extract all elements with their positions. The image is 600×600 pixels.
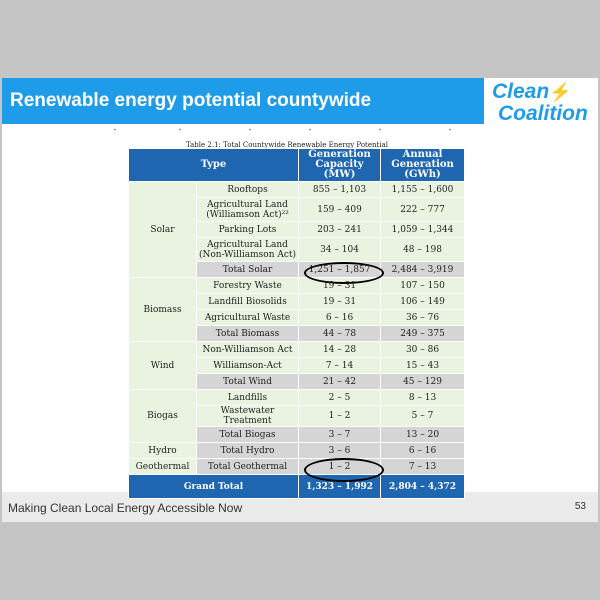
generation-cell: 8 – 13 <box>380 389 466 406</box>
footer-tagline: Making Clean Local Energy Accessible Now <box>8 501 243 515</box>
subtype-cell: Total Solar <box>195 261 300 278</box>
table-row: Agricultural Waste 6 – 16 36 – 76 <box>129 309 466 326</box>
highlight-oval-total-solar <box>304 262 384 284</box>
table-row: Wind Non-Williamson Act 14 – 28 30 – 86 <box>128 341 466 390</box>
capacity-cell: 203 – 241 <box>298 221 382 238</box>
subtype-cell: Non-Williamson Act <box>195 341 300 358</box>
subtype-cell: Agricultural Waste <box>195 309 300 326</box>
generation-cell: 48 – 198 <box>380 237 466 262</box>
generation-cell: 30 – 86 <box>380 341 466 358</box>
subtype-cell: Total Geothermal <box>195 458 300 475</box>
subtype-cell: Wastewater Treatment <box>195 405 300 427</box>
type-cell: Biogas <box>128 389 197 443</box>
table-total-row: Total Biogas 3 – 7 13 – 20 <box>129 426 466 443</box>
capacity-cell: 3 – 7 <box>298 426 382 443</box>
logo-word-clean: Clean <box>492 80 550 103</box>
subtype-cell: Agricultural Land (Williamson Act)²² <box>195 197 300 222</box>
table-row: Biomass Forestry Waste 19 – 31 107 – 150 <box>128 277 466 342</box>
header-annual-generation: Annual Generation (GWh) <box>380 148 466 182</box>
subtype-cell: Agricultural Land (Non-Williamson Act) <box>195 237 300 262</box>
slide-title: Renewable energy potential countywide <box>10 90 372 111</box>
subtype-cell: Total Hydro <box>195 442 300 459</box>
generation-cell: 107 – 150 <box>380 277 466 294</box>
table-row: Parking Lots 203 – 241 1,059 – 1,344 <box>129 221 466 238</box>
type-cell: Geothermal <box>128 458 197 475</box>
generation-cell: 7 – 13 <box>380 458 466 475</box>
generation-cell: 2,484 – 3,919 <box>380 261 466 278</box>
subtype-cell: Landfill Biosolids <box>195 293 300 310</box>
capacity-cell: 6 – 16 <box>298 309 382 326</box>
lightning-bolt-icon: ⚡ <box>549 82 572 102</box>
generation-cell: 45 – 129 <box>380 373 466 390</box>
logo-word-coalition: Coalition <box>498 102 588 125</box>
capacity-cell: 159 – 409 <box>298 197 382 222</box>
subtype-cell: Total Biogas <box>195 426 300 443</box>
footer: Making Clean Local Energy Accessible Now… <box>2 492 598 522</box>
subtype-cell: Rooftops <box>195 181 300 198</box>
subtype-cell: Williamson-Act <box>195 357 300 374</box>
page-number: 53 <box>574 501 586 512</box>
type-cell: Biomass <box>128 277 197 342</box>
generation-cell: 1,155 – 1,600 <box>380 181 466 198</box>
capacity-cell: 14 – 28 <box>298 341 382 358</box>
subtype-cell: Parking Lots <box>195 221 300 238</box>
title-bar: Renewable energy potential countywide <box>2 78 484 124</box>
type-cell: Wind <box>128 341 197 390</box>
type-cell: Hydro <box>128 442 197 459</box>
table-header-row: Type Generation Capacity (MW) Annual Gen… <box>127 148 466 182</box>
clean-coalition-logo: Clean⚡ Coalition <box>490 80 596 126</box>
type-cell: Solar <box>128 181 197 278</box>
renewable-energy-table: Type Generation Capacity (MW) Annual Gen… <box>127 148 466 499</box>
table-row: Williamson-Act 7 – 14 15 – 43 <box>129 357 466 374</box>
subtype-cell: Total Wind <box>195 373 300 390</box>
generation-cell: 249 – 375 <box>380 325 466 342</box>
capacity-cell: 44 – 78 <box>298 325 382 342</box>
capacity-cell: 7 – 14 <box>298 357 382 374</box>
grand-total-label: Grand Total <box>127 474 300 499</box>
grand-total-row: Grand Total 1,323 – 1,992 2,804 – 4,372 <box>127 474 466 499</box>
grand-total-generation: 2,804 – 4,372 <box>380 474 466 499</box>
generation-cell: 6 – 16 <box>380 442 466 459</box>
generation-cell: 1,059 – 1,344 <box>380 221 466 238</box>
header-type: Type <box>127 148 300 182</box>
generation-cell: 36 – 76 <box>380 309 466 326</box>
table-row: Solar Rooftops 855 – 1,103 1,155 – 1,600 <box>128 181 466 278</box>
generation-cell: 13 – 20 <box>380 426 466 443</box>
subtype-cell: Landfills <box>195 389 300 406</box>
header-generation-capacity: Generation Capacity (MW) <box>298 148 382 182</box>
capacity-cell: 3 – 6 <box>298 442 382 459</box>
highlight-oval-grand-total <box>304 458 384 482</box>
capacity-cell: 21 – 42 <box>298 373 382 390</box>
capacity-cell: 855 – 1,103 <box>298 181 382 198</box>
capacity-cell: 2 – 5 <box>298 389 382 406</box>
decorative-dots <box>114 128 451 131</box>
generation-cell: 15 – 43 <box>380 357 466 374</box>
generation-cell: 106 – 149 <box>380 293 466 310</box>
capacity-cell: 19 – 31 <box>298 293 382 310</box>
subtype-cell: Total Biomass <box>195 325 300 342</box>
generation-cell: 5 – 7 <box>380 405 466 427</box>
table-row: Agricultural Land (Williamson Act)²² 159 … <box>129 197 466 222</box>
table-row: Landfill Biosolids 19 – 31 106 – 149 <box>129 293 466 310</box>
table-caption: Table 2.1: Total Countywide Renewable En… <box>186 141 388 149</box>
capacity-cell: 34 – 104 <box>298 237 382 262</box>
capacity-cell: 1 – 2 <box>298 405 382 427</box>
subtype-cell: Forestry Waste <box>195 277 300 294</box>
generation-cell: 222 – 777 <box>380 197 466 222</box>
